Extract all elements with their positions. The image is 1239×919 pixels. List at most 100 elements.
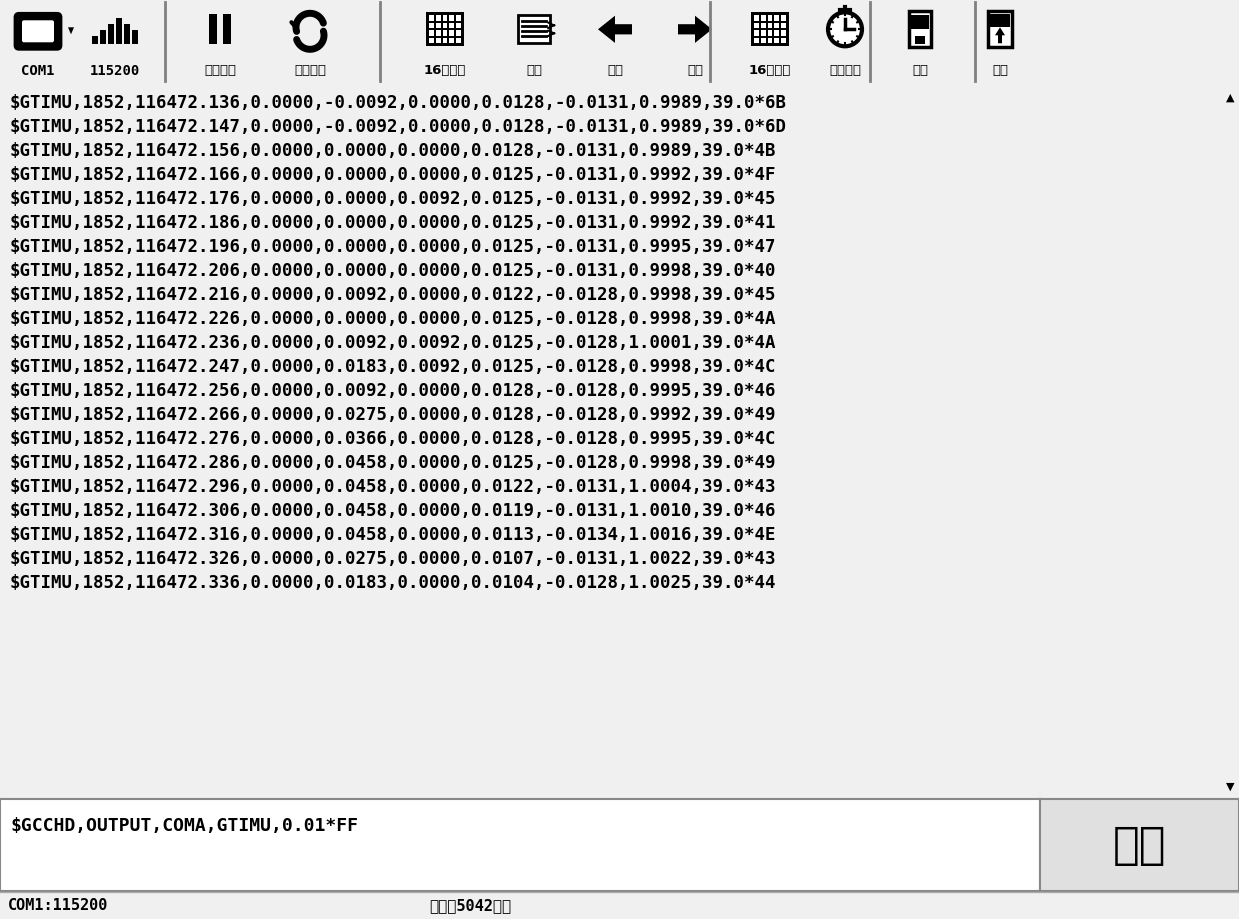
Text: 16进制发: 16进制发: [748, 64, 792, 77]
Text: $GTIMU,1852,116472.136,0.0000,-0.0092,0.0000,0.0128,-0.0131,0.9989,39.0*6B: $GTIMU,1852,116472.136,0.0000,-0.0092,0.…: [10, 94, 787, 112]
Bar: [751, 13, 789, 47]
Text: 暂停显示: 暂停显示: [204, 64, 235, 77]
Bar: [755, 24, 758, 29]
Text: $GTIMU,1852,116472.156,0.0000,0.0000,0.0000,0.0128,-0.0131,0.9989,39.0*4B: $GTIMU,1852,116472.156,0.0000,0.0000,0.0…: [10, 142, 777, 160]
Bar: [436, 17, 441, 22]
Text: $GCCHD,OUTPUT,COMA,GTIMU,0.01*FF: $GCCHD,OUTPUT,COMA,GTIMU,0.01*FF: [10, 816, 358, 834]
Text: $GTIMU,1852,116472.206,0.0000,0.0000,0.0000,0.0125,-0.0131,0.9998,39.0*40: $GTIMU,1852,116472.206,0.0000,0.0000,0.0…: [10, 262, 777, 279]
Bar: [768, 39, 772, 44]
Bar: [761, 17, 766, 22]
Bar: [436, 24, 441, 29]
Bar: [782, 39, 786, 44]
Bar: [108, 25, 114, 45]
Circle shape: [828, 13, 862, 47]
Text: $GTIMU,1852,116472.216,0.0000,0.0092,0.0000,0.0122,-0.0128,0.9998,39.0*45: $GTIMU,1852,116472.216,0.0000,0.0092,0.0…: [10, 286, 777, 303]
Text: 记录: 记录: [912, 64, 928, 77]
Text: 16进制收: 16进制收: [424, 64, 466, 77]
Bar: [450, 31, 455, 37]
Bar: [755, 39, 758, 44]
Text: $GTIMU,1852,116472.296,0.0000,0.0458,0.0000,0.0122,-0.0131,1.0004,39.0*43: $GTIMU,1852,116472.296,0.0000,0.0458,0.0…: [10, 478, 777, 495]
Text: $GTIMU,1852,116472.276,0.0000,0.0366,0.0000,0.0128,-0.0128,0.9995,39.0*4C: $GTIMU,1852,116472.276,0.0000,0.0366,0.0…: [10, 429, 777, 448]
Bar: [450, 24, 455, 29]
Bar: [429, 31, 434, 37]
Bar: [429, 17, 434, 22]
Text: $GTIMU,1852,116472.316,0.0000,0.0458,0.0000,0.0113,-0.0134,1.0016,39.0*4E: $GTIMU,1852,116472.316,0.0000,0.0458,0.0…: [10, 526, 777, 543]
Bar: [768, 24, 772, 29]
Bar: [761, 24, 766, 29]
Bar: [442, 24, 447, 29]
Bar: [456, 24, 461, 29]
Bar: [223, 16, 230, 45]
Bar: [755, 17, 758, 22]
Text: 右移: 右移: [686, 64, 703, 77]
Bar: [782, 24, 786, 29]
Text: $GTIMU,1852,116472.286,0.0000,0.0458,0.0000,0.0125,-0.0128,0.9998,39.0*49: $GTIMU,1852,116472.286,0.0000,0.0458,0.0…: [10, 453, 777, 471]
Bar: [774, 24, 779, 29]
Bar: [911, 17, 929, 30]
Bar: [774, 17, 779, 22]
Bar: [92, 38, 98, 45]
Bar: [133, 31, 138, 45]
Bar: [909, 12, 930, 48]
Text: 定时发送: 定时发送: [829, 64, 861, 77]
Text: 左移: 左移: [607, 64, 623, 77]
Bar: [782, 31, 786, 37]
Bar: [456, 39, 461, 44]
Bar: [774, 39, 779, 44]
Text: $GTIMU,1852,116472.306,0.0000,0.0458,0.0000,0.0119,-0.0131,1.0010,39.0*46: $GTIMU,1852,116472.306,0.0000,0.0458,0.0…: [10, 502, 777, 519]
Text: $GTIMU,1852,116472.336,0.0000,0.0183,0.0000,0.0104,-0.0128,1.0025,39.0*44: $GTIMU,1852,116472.336,0.0000,0.0183,0.0…: [10, 573, 777, 591]
Bar: [761, 31, 766, 37]
Text: 导出: 导出: [992, 64, 1009, 77]
Polygon shape: [598, 17, 632, 44]
Bar: [429, 39, 434, 44]
Text: $GTIMU,1852,116472.166,0.0000,0.0000,0.0000,0.0125,-0.0131,0.9992,39.0*4F: $GTIMU,1852,116472.166,0.0000,0.0000,0.0…: [10, 165, 777, 184]
Bar: [456, 31, 461, 37]
Bar: [914, 38, 926, 45]
Bar: [518, 17, 550, 44]
Polygon shape: [995, 28, 1005, 44]
Text: 发送: 发送: [1113, 823, 1166, 867]
Bar: [100, 31, 107, 45]
Text: 对齐: 对齐: [527, 64, 541, 77]
Text: COM1:115200: COM1:115200: [7, 898, 108, 913]
FancyBboxPatch shape: [22, 21, 55, 43]
Bar: [774, 31, 779, 37]
Polygon shape: [678, 17, 712, 44]
Text: $GTIMU,1852,116472.147,0.0000,-0.0092,0.0000,0.0128,-0.0131,0.9989,39.0*6D: $GTIMU,1852,116472.147,0.0000,-0.0092,0.…: [10, 118, 787, 136]
Bar: [456, 17, 461, 22]
FancyBboxPatch shape: [15, 15, 61, 51]
Bar: [761, 39, 766, 44]
Text: $GTIMU,1852,116472.326,0.0000,0.0275,0.0000,0.0107,-0.0131,1.0022,39.0*43: $GTIMU,1852,116472.326,0.0000,0.0275,0.0…: [10, 550, 777, 567]
Bar: [436, 31, 441, 37]
Bar: [450, 39, 455, 44]
Bar: [124, 25, 130, 45]
Bar: [209, 16, 217, 45]
Bar: [442, 39, 447, 44]
Text: COM1: COM1: [21, 63, 55, 77]
Text: $GTIMU,1852,116472.196,0.0000,0.0000,0.0000,0.0125,-0.0131,0.9995,39.0*47: $GTIMU,1852,116472.196,0.0000,0.0000,0.0…: [10, 238, 777, 255]
Bar: [429, 24, 434, 29]
Text: $GTIMU,1852,116472.266,0.0000,0.0275,0.0000,0.0128,-0.0128,0.9992,39.0*49: $GTIMU,1852,116472.266,0.0000,0.0275,0.0…: [10, 405, 777, 424]
Bar: [768, 17, 772, 22]
Bar: [442, 17, 447, 22]
Bar: [116, 19, 121, 45]
Text: ▲: ▲: [1225, 93, 1234, 103]
Text: $GTIMU,1852,116472.226,0.0000,0.0000,0.0000,0.0125,-0.0128,0.9998,39.0*4A: $GTIMU,1852,116472.226,0.0000,0.0000,0.0…: [10, 310, 777, 328]
Bar: [450, 17, 455, 22]
Bar: [755, 31, 758, 37]
Text: $GTIMU,1852,116472.247,0.0000,0.0183,0.0092,0.0125,-0.0128,0.9998,39.0*4C: $GTIMU,1852,116472.247,0.0000,0.0183,0.0…: [10, 357, 777, 376]
Text: $GTIMU,1852,116472.186,0.0000,0.0000,0.0000,0.0125,-0.0131,0.9992,39.0*41: $GTIMU,1852,116472.186,0.0000,0.0000,0.0…: [10, 214, 777, 232]
Text: ▼: ▼: [1225, 781, 1234, 791]
Bar: [442, 31, 447, 37]
Text: 已发送5042字节: 已发送5042字节: [429, 898, 510, 913]
Text: 115200: 115200: [90, 63, 140, 77]
Bar: [436, 39, 441, 44]
Bar: [426, 13, 463, 47]
Text: $GTIMU,1852,116472.256,0.0000,0.0092,0.0000,0.0128,-0.0128,0.9995,39.0*46: $GTIMU,1852,116472.256,0.0000,0.0092,0.0…: [10, 381, 777, 400]
Bar: [987, 12, 1012, 48]
Text: $GTIMU,1852,116472.176,0.0000,0.0000,0.0092,0.0125,-0.0131,0.9992,39.0*45: $GTIMU,1852,116472.176,0.0000,0.0000,0.0…: [10, 190, 777, 208]
Bar: [768, 31, 772, 37]
Text: 清除显示: 清除显示: [294, 64, 326, 77]
Text: $GTIMU,1852,116472.236,0.0000,0.0092,0.0092,0.0125,-0.0128,1.0001,39.0*4A: $GTIMU,1852,116472.236,0.0000,0.0092,0.0…: [10, 334, 777, 352]
Bar: [990, 16, 1010, 28]
